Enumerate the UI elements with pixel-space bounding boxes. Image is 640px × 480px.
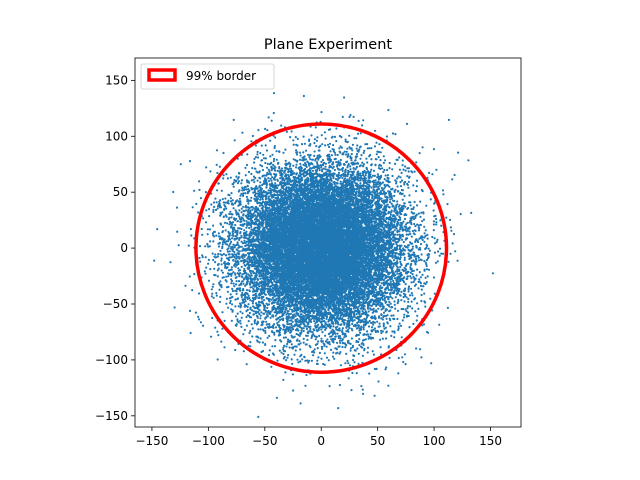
x-tick-label: 100 — [423, 434, 446, 448]
legend-swatch — [147, 68, 177, 82]
border-circle-layer — [194, 122, 449, 374]
y-axis-ticks: −150 −100 −50 0 50 100 150 — [95, 73, 135, 423]
y-tick-label: 0 — [120, 241, 128, 255]
y-tick-label: −100 — [95, 353, 128, 367]
chart-title: Plane Experiment — [264, 37, 392, 53]
plot-area-frame — [134, 57, 522, 428]
y-tick-label: 100 — [105, 129, 128, 143]
x-axis-ticks: −150 −100 −50 0 50 100 150 — [135, 427, 502, 448]
y-tick-label: −50 — [103, 297, 128, 311]
y-tick-label: −150 — [95, 409, 128, 423]
x-tick-label: 150 — [479, 434, 502, 448]
y-tick-label: 150 — [105, 73, 128, 87]
scatter-points — [153, 92, 494, 418]
x-tick-label: −150 — [135, 434, 168, 448]
x-tick-label: −50 — [252, 434, 277, 448]
scatter-points-path — [153, 92, 494, 418]
legend: 99% border — [140, 63, 275, 90]
legend-label: 99% border — [186, 69, 256, 83]
x-tick-label: 0 — [317, 434, 325, 448]
x-tick-label: 50 — [370, 434, 385, 448]
y-tick-label: 50 — [113, 185, 128, 199]
border-circle — [194, 122, 449, 374]
x-tick-label: −100 — [192, 434, 225, 448]
